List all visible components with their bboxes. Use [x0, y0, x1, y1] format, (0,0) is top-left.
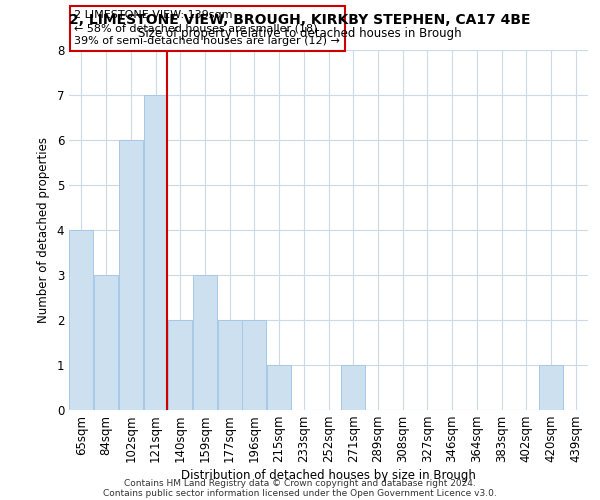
Bar [218, 320, 242, 410]
Bar [119, 140, 143, 410]
Bar [242, 320, 266, 410]
Text: 2 LIMESTONE VIEW: 139sqm
← 58% of detached houses are smaller (18)
39% of semi-d: 2 LIMESTONE VIEW: 139sqm ← 58% of detach… [74, 10, 340, 46]
Bar [168, 320, 192, 410]
X-axis label: Distribution of detached houses by size in Brough: Distribution of detached houses by size … [181, 470, 476, 482]
Bar [143, 95, 167, 410]
Bar [94, 275, 118, 410]
Text: Size of property relative to detached houses in Brough: Size of property relative to detached ho… [138, 28, 462, 40]
Bar [267, 365, 291, 410]
Bar [70, 230, 94, 410]
Y-axis label: Number of detached properties: Number of detached properties [37, 137, 50, 323]
Text: Contains HM Land Registry data © Crown copyright and database right 2024.: Contains HM Land Registry data © Crown c… [124, 478, 476, 488]
Text: 2, LIMESTONE VIEW, BROUGH, KIRKBY STEPHEN, CA17 4BE: 2, LIMESTONE VIEW, BROUGH, KIRKBY STEPHE… [69, 12, 531, 26]
Bar [341, 365, 365, 410]
Text: Contains public sector information licensed under the Open Government Licence v3: Contains public sector information licen… [103, 488, 497, 498]
Bar [193, 275, 217, 410]
Bar [539, 365, 563, 410]
